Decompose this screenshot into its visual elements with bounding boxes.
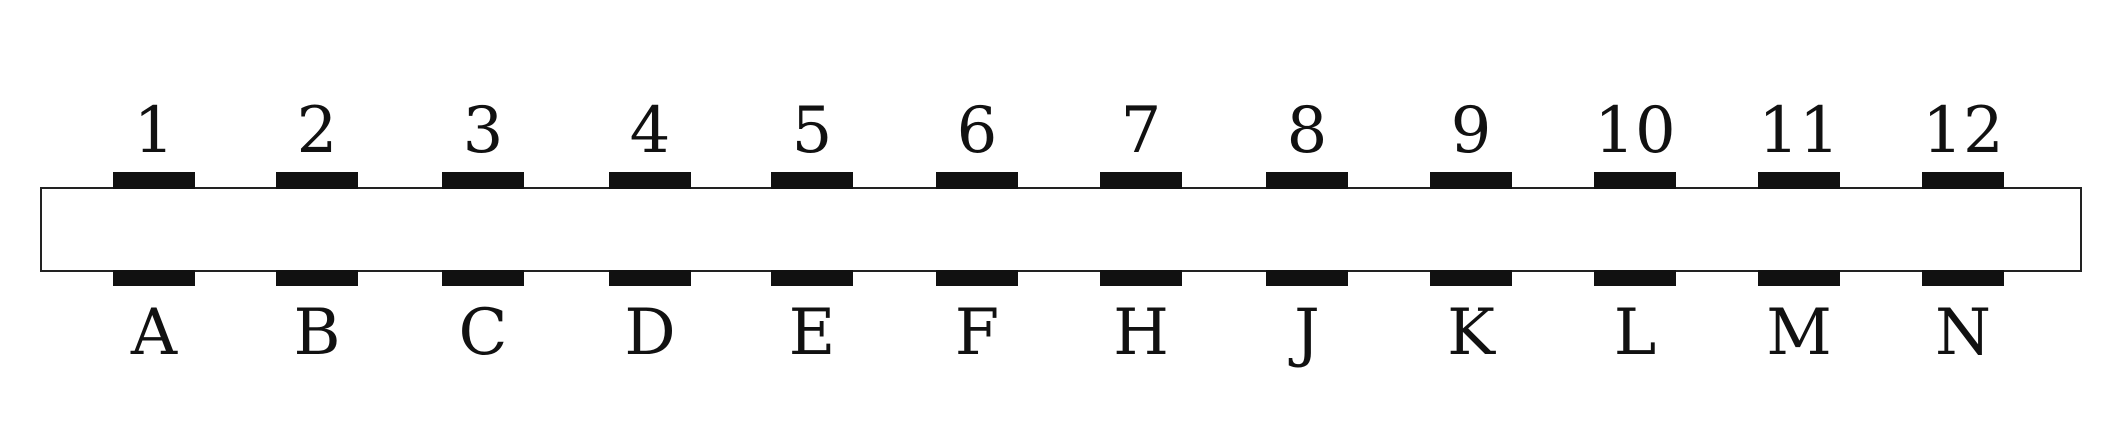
bottom-contact-pad-M — [1758, 270, 1840, 286]
bottom-pin-label-H: H — [1113, 296, 1169, 370]
bottom-contact-pad-L — [1594, 270, 1676, 286]
bottom-contact-pad-K — [1430, 270, 1512, 286]
top-contact-pad-8 — [1266, 172, 1348, 189]
top-contact-pad-6 — [936, 172, 1018, 189]
bottom-pin-label-J: J — [1288, 296, 1320, 370]
top-pin-label-12: 12 — [1922, 94, 2003, 168]
bottom-pin-label-D: D — [624, 296, 675, 370]
top-contact-pad-2 — [276, 172, 358, 189]
bottom-contact-pad-J — [1266, 270, 1348, 286]
bottom-pin-label-E: E — [789, 296, 836, 370]
bottom-pin-label-B: B — [293, 296, 340, 370]
top-contact-pad-3 — [442, 172, 524, 189]
top-pin-label-9: 9 — [1451, 94, 1492, 168]
top-pin-label-3: 3 — [463, 94, 504, 168]
top-pin-labels-group: 1 2 3 4 5 6 7 8 9 10 11 12 — [134, 94, 2004, 168]
bottom-pin-label-M: M — [1766, 296, 1832, 370]
top-contact-pad-12 — [1922, 172, 2004, 189]
bottom-contact-pad-D — [609, 270, 691, 286]
top-contacts-group — [113, 172, 2004, 189]
bottom-contact-pad-C — [442, 270, 524, 286]
bottom-contact-pad-E — [771, 270, 853, 286]
bottom-pin-label-F: F — [955, 296, 999, 370]
bottom-pin-label-L: L — [1614, 296, 1657, 370]
top-pin-label-5: 5 — [792, 94, 833, 168]
top-contact-pad-11 — [1758, 172, 1840, 189]
connector-body — [40, 187, 2082, 272]
bottom-contact-pad-A — [113, 270, 195, 286]
top-contact-pad-10 — [1594, 172, 1676, 189]
top-contact-pad-7 — [1100, 172, 1182, 189]
top-pin-label-10: 10 — [1594, 94, 1675, 168]
top-contact-pad-4 — [609, 172, 691, 189]
bottom-pin-label-C: C — [459, 296, 508, 370]
top-contact-pad-5 — [771, 172, 853, 189]
bottom-contact-pad-F — [936, 270, 1018, 286]
top-contact-pad-1 — [113, 172, 195, 189]
top-pin-label-1: 1 — [134, 94, 175, 168]
bottom-contact-pad-B — [276, 270, 358, 286]
top-pin-label-7: 7 — [1121, 94, 1162, 168]
bottom-contacts-group — [113, 270, 2004, 286]
top-pin-label-8: 8 — [1287, 94, 1328, 168]
bottom-pin-label-N: N — [1935, 296, 1991, 370]
bottom-contact-pad-H — [1100, 270, 1182, 286]
top-pin-label-6: 6 — [957, 94, 998, 168]
bottom-pin-label-K: K — [1447, 296, 1496, 370]
top-contact-pad-9 — [1430, 172, 1512, 189]
top-pin-label-4: 4 — [630, 94, 671, 168]
bottom-contact-pad-N — [1922, 270, 2004, 286]
top-pin-label-2: 2 — [297, 94, 338, 168]
bottom-pin-label-A: A — [130, 296, 178, 370]
top-pin-label-11: 11 — [1758, 94, 1839, 168]
